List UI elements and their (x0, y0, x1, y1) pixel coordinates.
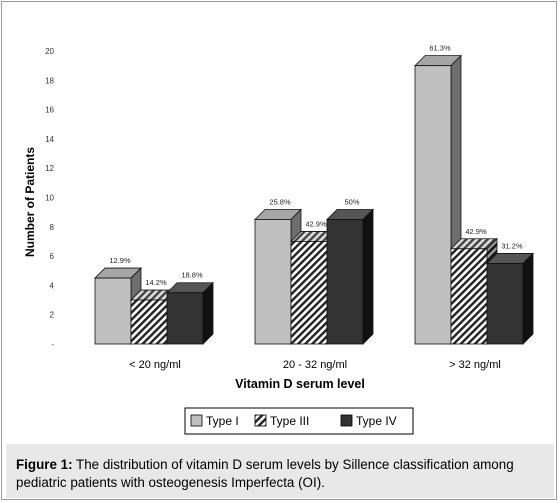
legend-swatch (190, 414, 203, 427)
bar-side-face (522, 252, 534, 345)
bar-side-face (362, 208, 374, 345)
y-tick-label: 10 (45, 194, 54, 203)
y-axis-title: Number of Patients (23, 147, 37, 257)
data-label: 14.2% (145, 278, 167, 287)
bar-type-iv (486, 252, 534, 345)
data-label: 42.9% (305, 219, 327, 228)
bar-front-face (450, 248, 488, 345)
bar-front-face (254, 219, 292, 345)
data-label: 25.8% (269, 197, 291, 206)
bar-front-face (290, 241, 328, 345)
x-tick-label: > 32 ng/ml (449, 359, 501, 371)
legend-swatch (340, 414, 353, 427)
y-tick-label: 8 (50, 223, 55, 232)
caption-text: The distribution of vitamin D serum leve… (16, 457, 514, 490)
data-label: 12.9% (109, 256, 131, 265)
legend-box (184, 407, 414, 435)
bar-front-face (94, 277, 132, 345)
bar-side-face (202, 281, 214, 345)
bars-group (94, 54, 534, 345)
y-tick-label: 12 (45, 164, 54, 173)
labels-group: < 20 ng/ml 20 - 32 ng/ml > 32 ng/ml 12.9% 25… (109, 44, 523, 371)
y-tick-label: 16 (45, 106, 54, 115)
bar-front-face (486, 263, 524, 345)
data-label: 42.9% (465, 227, 487, 236)
y-tick-label: 20 (45, 47, 54, 56)
caption-label: Figure 1: (16, 457, 73, 472)
bar-type-iv (326, 208, 374, 345)
bar-front-face (166, 292, 204, 345)
y-tick-label: 14 (45, 135, 54, 144)
legend-swatch (254, 414, 267, 427)
y-tick-label: 4 (50, 281, 55, 290)
y-tick-label: 2 (50, 311, 55, 320)
data-label: 50% (344, 197, 359, 206)
bar-front-face (130, 299, 168, 345)
x-axis-title: Vitamin D serum level (235, 377, 365, 391)
y-tick-label: 6 (50, 252, 55, 261)
data-label: 18.8% (181, 271, 203, 280)
bar-front-face (414, 65, 452, 345)
legend-label: Type III (270, 414, 309, 428)
figure-caption: Figure 1: The distribution of vitamin D … (6, 444, 554, 498)
bar-front-face (326, 219, 364, 345)
legend-label: Type IV (356, 414, 397, 428)
data-label: 61.3% (429, 44, 451, 53)
legend-label: Type I (206, 414, 239, 428)
bar-type-iv (166, 281, 214, 345)
x-tick-label: < 20 ng/ml (129, 359, 181, 371)
x-tick-label: 20 - 32 ng/ml (283, 359, 347, 371)
legend: Type I Type III Type IV (184, 407, 414, 435)
y-tick-label: 18 (45, 76, 54, 85)
bar-chart: - 2 4 6 8 10 12 14 16 18 20 < 20 ng/ml 20 - 32 ng/m… (23, 44, 534, 435)
data-label: 31.2% (501, 241, 523, 250)
y-tick-label: - (51, 340, 54, 349)
axes-group: - 2 4 6 8 10 12 14 16 18 20 (45, 47, 54, 349)
